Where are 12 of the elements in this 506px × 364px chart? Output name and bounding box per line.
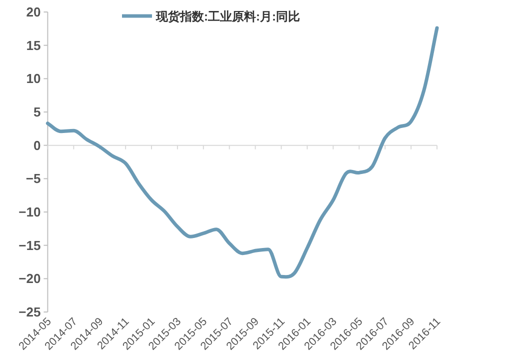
line-series bbox=[46, 26, 439, 279]
y-tick-label: −20 bbox=[18, 271, 41, 286]
y-tick-label: −10 bbox=[18, 204, 41, 220]
legend-label: 现货指数:工业原料:月:同比 bbox=[155, 10, 300, 24]
y-tick-label: 0 bbox=[33, 138, 41, 153]
y-tick-label: −25 bbox=[18, 304, 41, 320]
y-tick-label: −5 bbox=[26, 171, 41, 186]
y-tick-label: 20 bbox=[26, 4, 41, 20]
y-tick-label: 5 bbox=[33, 104, 41, 120]
y-tick-label: −15 bbox=[18, 238, 41, 253]
y-tick-label: 10 bbox=[26, 71, 41, 86]
y-tick-label: 15 bbox=[26, 38, 41, 53]
